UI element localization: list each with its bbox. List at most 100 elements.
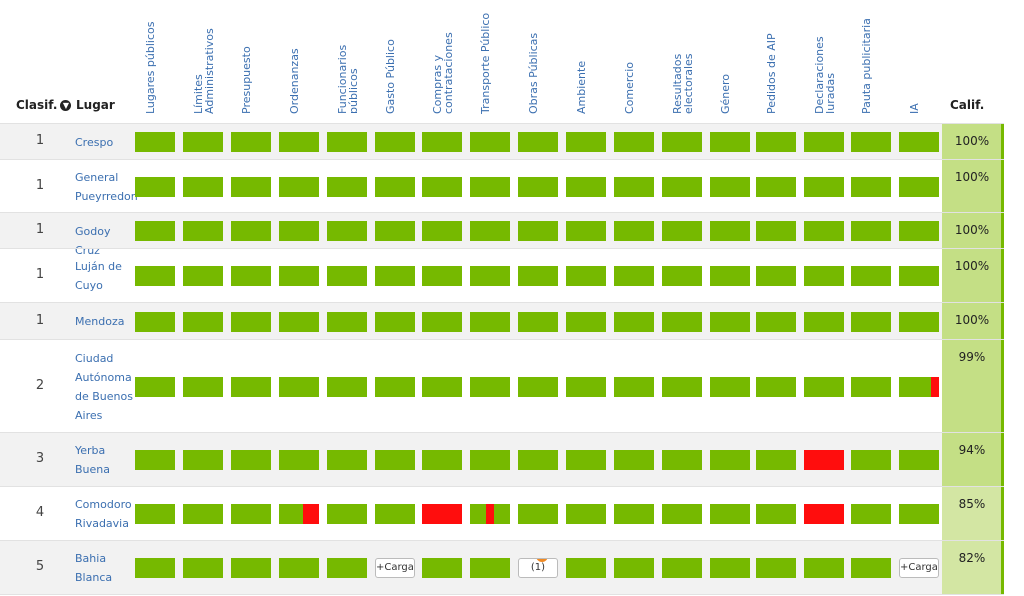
status-cell: [710, 450, 750, 470]
column-header-2[interactable]: Límites Administrativos: [193, 28, 213, 114]
status-cell: [756, 266, 796, 286]
score-cell: 94%: [942, 433, 1002, 487]
status-cell: [135, 176, 175, 197]
rank-cell: 1: [35, 312, 45, 328]
column-header-3[interactable]: Presupuesto: [241, 46, 253, 114]
place-link[interactable]: Mendoza: [75, 315, 125, 328]
status-cell: [804, 132, 844, 152]
column-header-16[interactable]: Pauta publicitaria: [861, 18, 873, 114]
fail-marker: [931, 376, 939, 397]
cargar-button[interactable]: +Cargar: [375, 558, 415, 578]
lugar-header[interactable]: Lugar: [76, 98, 115, 112]
status-cell: [231, 176, 271, 197]
status-cell: [183, 132, 223, 152]
score-bar: [1001, 249, 1004, 303]
status-cell: [470, 266, 510, 286]
status-cell: [279, 221, 319, 241]
status-cell: [899, 221, 939, 241]
status-cell: [279, 132, 319, 152]
place-link[interactable]: General Pueyrredon: [75, 170, 138, 203]
status-cell: [231, 132, 271, 152]
status-cell: [566, 221, 606, 241]
column-header-11[interactable]: Comercio: [624, 61, 636, 114]
status-cell: [756, 504, 796, 524]
status-cell: [470, 311, 510, 332]
status-cell: [422, 311, 462, 332]
status-cell: [327, 504, 367, 524]
status-cell: [851, 266, 891, 286]
table-header: Clasif. ▼ Lugar Lugares públicos Límites A…: [0, 0, 1024, 122]
status-cell: [662, 450, 702, 470]
status-cell: [851, 221, 891, 241]
status-cell: [804, 558, 844, 578]
status-cell: [662, 176, 702, 197]
sort-down-icon[interactable]: ▼: [60, 100, 72, 111]
place-link[interactable]: Bahia Blanca: [75, 552, 113, 584]
column-header-7[interactable]: Compras y contrataciones: [432, 32, 452, 114]
status-cell: [566, 450, 606, 470]
status-cell: [851, 376, 891, 397]
score-cell: 100%: [942, 124, 1002, 160]
place-link[interactable]: Luján de Cuyo: [75, 260, 122, 292]
status-cell: [183, 221, 223, 241]
column-header-13[interactable]: Género: [720, 73, 732, 114]
status-cell: [135, 132, 175, 152]
status-cell: [231, 504, 271, 524]
status-cell: [375, 504, 415, 524]
score-bar: [1001, 487, 1004, 541]
status-cell: [375, 176, 415, 197]
column-header-4[interactable]: Ordenanzas: [289, 48, 301, 114]
column-header-5[interactable]: Funcionarios públicos: [337, 44, 357, 114]
status-cell: [422, 176, 462, 197]
clasif-header[interactable]: Clasif. ▼: [16, 98, 72, 112]
column-header-9[interactable]: Obras Públicas: [528, 32, 540, 114]
status-cell-partial: [899, 376, 939, 397]
status-cell: [662, 504, 702, 524]
status-cell: [470, 450, 510, 470]
table-row: 2 Ciudad Autónoma de Buenos Aires 99%: [0, 339, 1004, 433]
status-cell: [756, 132, 796, 152]
status-cell: [518, 221, 558, 241]
table-bottom-border: [0, 594, 1004, 595]
status-cell: [614, 132, 654, 152]
status-cell: [899, 450, 939, 470]
place-link[interactable]: Crespo: [75, 135, 114, 149]
column-header-14[interactable]: Pedidos de AIP: [766, 33, 778, 114]
column-header-15[interactable]: Declaraciones Juradas: [814, 36, 834, 114]
status-cell: [327, 311, 367, 332]
status-cell: [756, 376, 796, 397]
status-cell: [135, 266, 175, 286]
table-row: 3 Yerba Buena 94%: [0, 432, 1004, 487]
status-cell-partial: [279, 504, 319, 524]
cargar-button[interactable]: +Cargar: [899, 558, 939, 578]
status-cell: [756, 221, 796, 241]
column-header-17[interactable]: IA: [909, 103, 921, 114]
status-cell: [518, 376, 558, 397]
score-bar: [1001, 541, 1004, 595]
place-link[interactable]: Godoy Cruz: [75, 224, 111, 257]
column-header-1[interactable]: Lugares públicos: [145, 21, 157, 114]
status-cell: [756, 176, 796, 197]
place-link[interactable]: Comodoro Rivadavia: [75, 498, 132, 530]
calif-header[interactable]: Calif.: [950, 98, 985, 112]
status-cell: [851, 558, 891, 578]
pending-count-button[interactable]: (1)1: [518, 558, 558, 578]
status-cell: [756, 450, 796, 470]
rank-cell: 1: [35, 133, 45, 148]
status-cell: [899, 266, 939, 286]
fail-marker: [303, 504, 319, 524]
column-header-12[interactable]: Resultados electorales: [672, 53, 692, 115]
status-cell: [279, 558, 319, 578]
status-cell: [662, 376, 702, 397]
place-link[interactable]: Yerba Buena: [75, 444, 110, 476]
status-cell: [566, 376, 606, 397]
status-cell: [851, 132, 891, 152]
status-cell: [804, 311, 844, 332]
column-header-10[interactable]: Ambiente: [576, 60, 588, 114]
status-cell: [135, 504, 175, 524]
status-cell: [327, 132, 367, 152]
place-link[interactable]: Ciudad Autónoma de Buenos Aires: [75, 351, 133, 422]
rank-cell: 2: [35, 377, 45, 393]
column-header-6[interactable]: Gasto Público: [385, 39, 397, 114]
column-header-8[interactable]: Transporte Público: [480, 12, 492, 114]
